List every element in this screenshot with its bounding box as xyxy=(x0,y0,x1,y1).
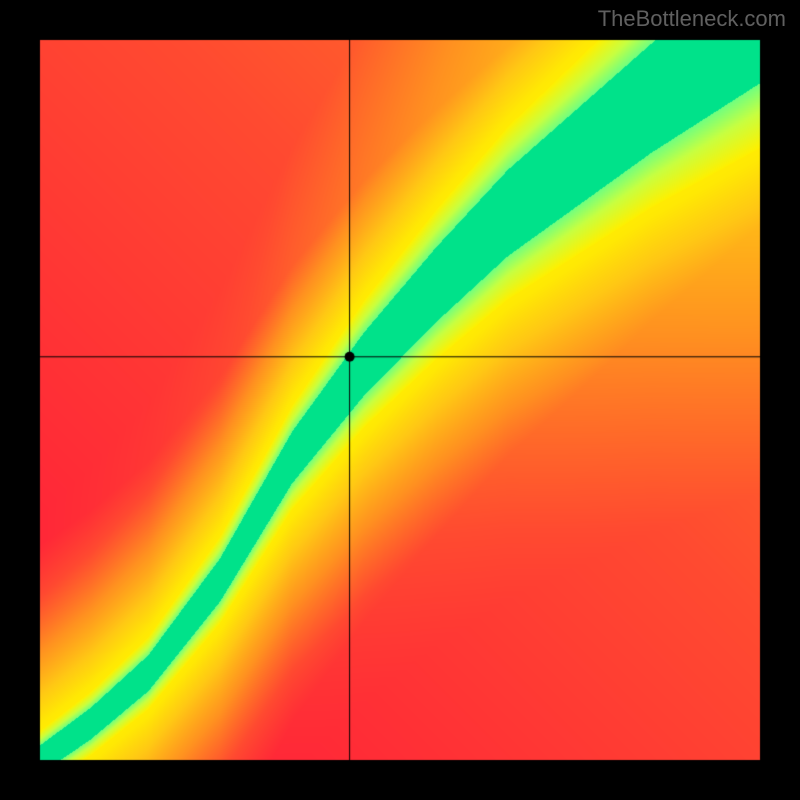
bottleneck-heatmap xyxy=(0,0,800,800)
watermark-text: TheBottleneck.com xyxy=(598,6,786,32)
